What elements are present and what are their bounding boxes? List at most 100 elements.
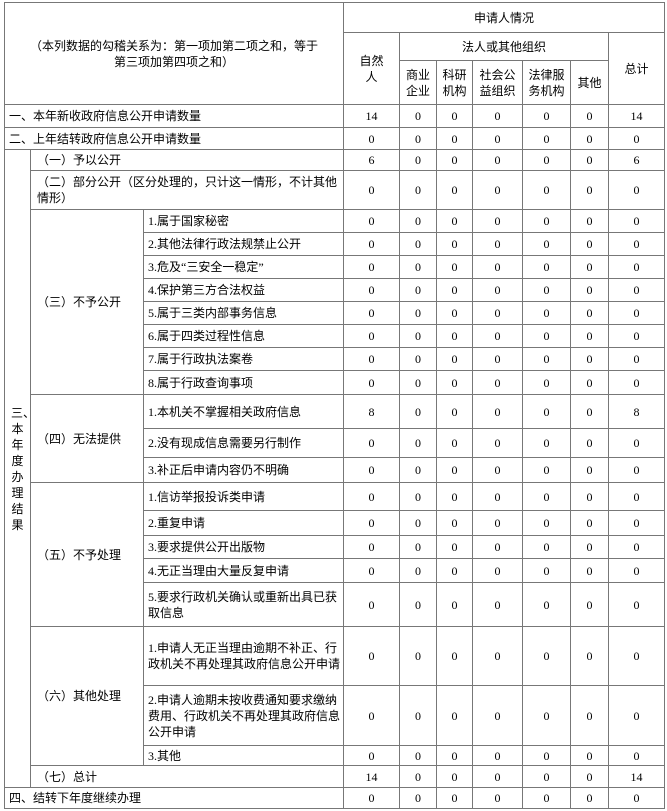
value-cell: 0 bbox=[570, 255, 610, 279]
value-cell: 0 bbox=[343, 301, 401, 325]
row-label: 二、上年结转政府信息公开申请数量 bbox=[3, 127, 345, 150]
value-cell: 0 bbox=[399, 127, 438, 150]
value-cell: 0 bbox=[472, 370, 524, 395]
table-row: 2.没有现成信息需要另行制作 0 0 0 0 0 0 0 bbox=[5, 428, 666, 458]
value-cell: 0 bbox=[436, 535, 474, 559]
value-cell: 0 bbox=[522, 232, 572, 256]
value-cell: 0 bbox=[472, 558, 524, 583]
value-cell: 0 bbox=[570, 457, 610, 483]
value-cell: 0 bbox=[472, 170, 524, 210]
value-cell: 0 bbox=[436, 209, 474, 233]
value-cell: 0 bbox=[522, 582, 572, 627]
value-cell: 0 bbox=[570, 685, 610, 746]
value-cell: 0 bbox=[522, 765, 572, 788]
value-cell: 0 bbox=[436, 127, 474, 150]
header-cell: 自然人 bbox=[343, 32, 401, 105]
value-cell: 0 bbox=[608, 457, 666, 483]
value-cell: 0 bbox=[472, 582, 524, 627]
value-cell: 0 bbox=[570, 394, 610, 429]
value-cell: 0 bbox=[399, 149, 438, 171]
value-cell: 0 bbox=[522, 209, 572, 233]
header-cell: 法律服务机构 bbox=[522, 60, 572, 105]
value-cell: 0 bbox=[399, 457, 438, 483]
value-cell: 0 bbox=[436, 394, 474, 429]
value-cell: 14 bbox=[343, 765, 401, 788]
value-cell: 0 bbox=[570, 582, 610, 627]
item-label: 7.属于行政执法案卷 bbox=[142, 347, 345, 371]
value-cell: 0 bbox=[570, 626, 610, 686]
table-row: 4.保护第三方合法权益 0 0 0 0 0 0 0 bbox=[5, 278, 666, 302]
value-cell: 0 bbox=[436, 347, 474, 371]
value-cell: 0 bbox=[472, 685, 524, 746]
value-cell: 0 bbox=[608, 535, 666, 559]
value-cell: 0 bbox=[343, 685, 401, 746]
value-cell: 0 bbox=[570, 324, 610, 348]
value-cell: 0 bbox=[522, 787, 572, 809]
value-cell: 0 bbox=[472, 535, 524, 559]
value-cell: 0 bbox=[522, 149, 572, 171]
value-cell: 0 bbox=[522, 278, 572, 302]
value-cell: 0 bbox=[436, 745, 474, 766]
table-row: 四、结转下年度继续办理 0 0 0 0 0 0 0 bbox=[3, 787, 666, 809]
value-cell: 0 bbox=[570, 535, 610, 559]
item-label: 8.属于行政查询事项 bbox=[142, 370, 345, 395]
value-cell: 0 bbox=[522, 255, 572, 279]
value-cell: 0 bbox=[570, 232, 610, 256]
value-cell: 0 bbox=[570, 745, 610, 766]
value-cell: 0 bbox=[436, 104, 474, 128]
item-label: 2.申请人逾期未按收费通知要求缴纳费用、行政机关不再处理其政府信息公开申请 bbox=[142, 685, 345, 746]
value-cell: 0 bbox=[608, 370, 666, 395]
value-cell: 14 bbox=[608, 104, 666, 128]
value-cell: 0 bbox=[472, 324, 524, 348]
item-label: 2.没有现成信息需要另行制作 bbox=[142, 428, 345, 458]
value-cell: 0 bbox=[436, 170, 474, 210]
table-row: 5.属于三类内部事务信息 0 0 0 0 0 0 0 bbox=[5, 301, 666, 325]
value-cell: 0 bbox=[399, 765, 438, 788]
value-cell: 0 bbox=[608, 582, 666, 627]
value-cell: 0 bbox=[436, 428, 474, 458]
value-cell: 0 bbox=[522, 745, 572, 766]
value-cell: 0 bbox=[399, 685, 438, 746]
value-cell: 0 bbox=[472, 209, 524, 233]
value-cell: 0 bbox=[343, 278, 401, 302]
value-cell: 0 bbox=[472, 787, 524, 809]
item-label: 3.要求提供公开出版物 bbox=[142, 535, 345, 559]
value-cell: 0 bbox=[343, 535, 401, 559]
value-cell: 0 bbox=[472, 457, 524, 483]
value-cell: 0 bbox=[522, 482, 572, 511]
item-label: 3.危及“三安全一稳定” bbox=[142, 255, 345, 279]
value-cell: 0 bbox=[570, 510, 610, 536]
value-cell: 0 bbox=[472, 301, 524, 325]
value-cell: 0 bbox=[570, 127, 610, 150]
value-cell: 0 bbox=[472, 428, 524, 458]
note: （本列数据的勾稽关系为：第一项加第二项之和，等于第三项加第四项之和） bbox=[3, 2, 345, 105]
value-cell: 0 bbox=[472, 347, 524, 371]
value-cell: 0 bbox=[522, 370, 572, 395]
value-cell: 0 bbox=[343, 347, 401, 371]
value-cell: 0 bbox=[436, 685, 474, 746]
value-cell: 0 bbox=[608, 232, 666, 256]
value-cell: 0 bbox=[436, 301, 474, 325]
table-row: 二、上年结转政府信息公开申请数量 0 0 0 0 0 0 0 bbox=[3, 127, 666, 150]
group-label: （一）予以公开 bbox=[29, 149, 345, 171]
table-row: （四）无法提供 1.本机关不掌握相关政府信息 8 0 0 0 0 0 8 bbox=[5, 394, 666, 483]
table-row: 4.无正当理由大量反复申请 0 0 0 0 0 0 0 bbox=[5, 558, 666, 583]
value-cell: 0 bbox=[570, 370, 610, 395]
value-cell: 0 bbox=[436, 482, 474, 511]
value-cell: 0 bbox=[472, 255, 524, 279]
header-cell: 社会公益组织 bbox=[472, 60, 524, 105]
value-cell: 0 bbox=[436, 765, 474, 788]
value-cell: 0 bbox=[343, 482, 401, 511]
value-cell: 0 bbox=[570, 104, 610, 128]
table-row: 2.重复申请 0 0 0 0 0 0 0 bbox=[5, 510, 666, 536]
value-cell: 0 bbox=[608, 558, 666, 583]
group-label: （四）无法提供 bbox=[30, 394, 144, 483]
value-cell: 6 bbox=[343, 149, 401, 171]
value-cell: 0 bbox=[522, 535, 572, 559]
value-cell: 0 bbox=[472, 394, 524, 429]
value-cell: 0 bbox=[570, 278, 610, 302]
value-cell: 0 bbox=[472, 482, 524, 511]
section-label: 三、本年度办理结果 bbox=[4, 149, 31, 788]
value-cell: 0 bbox=[608, 324, 666, 348]
